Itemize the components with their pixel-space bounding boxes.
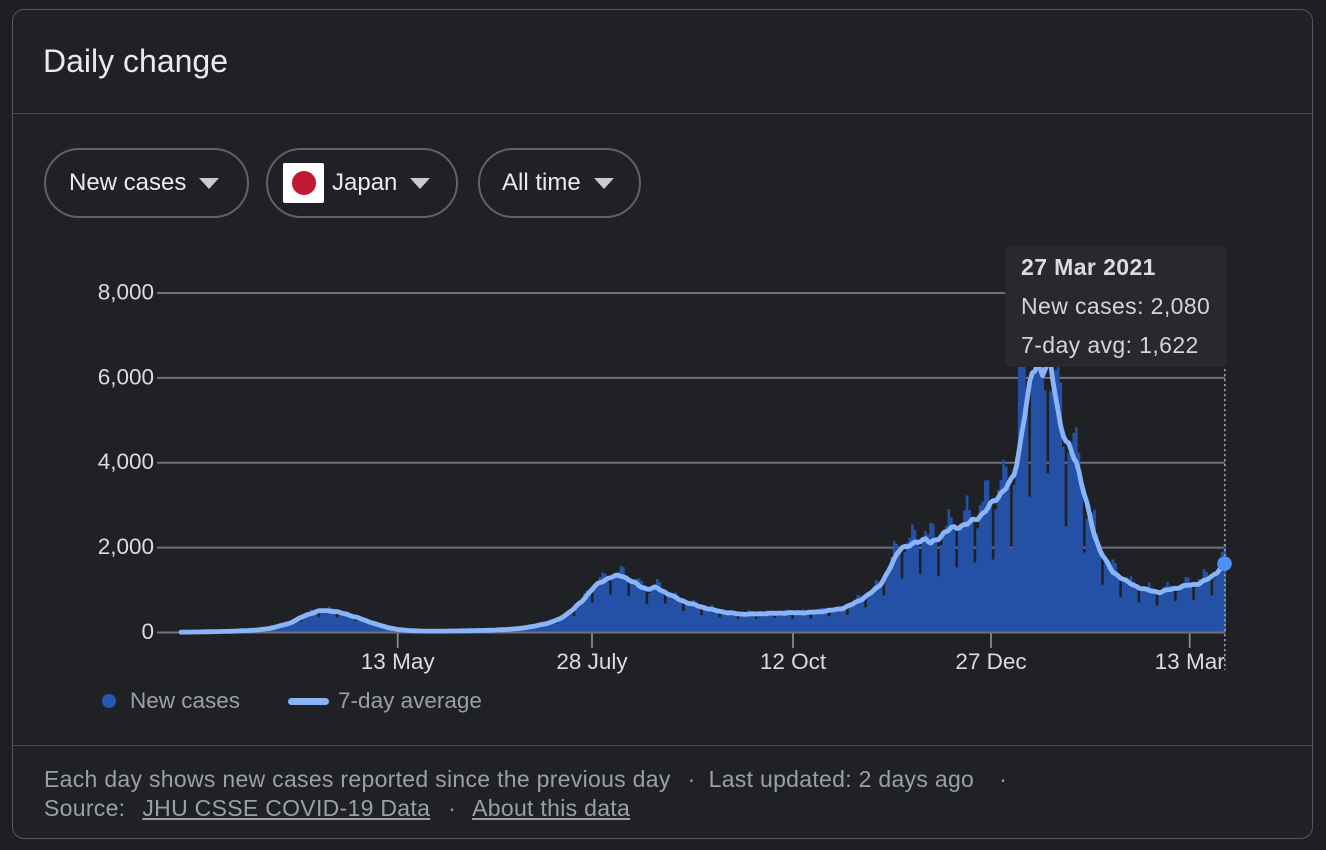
svg-text:12 Oct: 12 Oct (760, 649, 827, 674)
svg-text:0: 0 (141, 619, 154, 644)
svg-text:6,000: 6,000 (98, 364, 154, 389)
svg-text:27 Dec: 27 Dec (955, 649, 1026, 674)
svg-text:8,000: 8,000 (98, 280, 154, 305)
svg-text:13 Mar: 13 Mar (1155, 649, 1226, 674)
svg-text:28 July: 28 July (556, 649, 628, 674)
svg-text:13 May: 13 May (361, 649, 436, 674)
svg-text:4,000: 4,000 (98, 449, 154, 474)
svg-text:2,000: 2,000 (98, 534, 154, 559)
